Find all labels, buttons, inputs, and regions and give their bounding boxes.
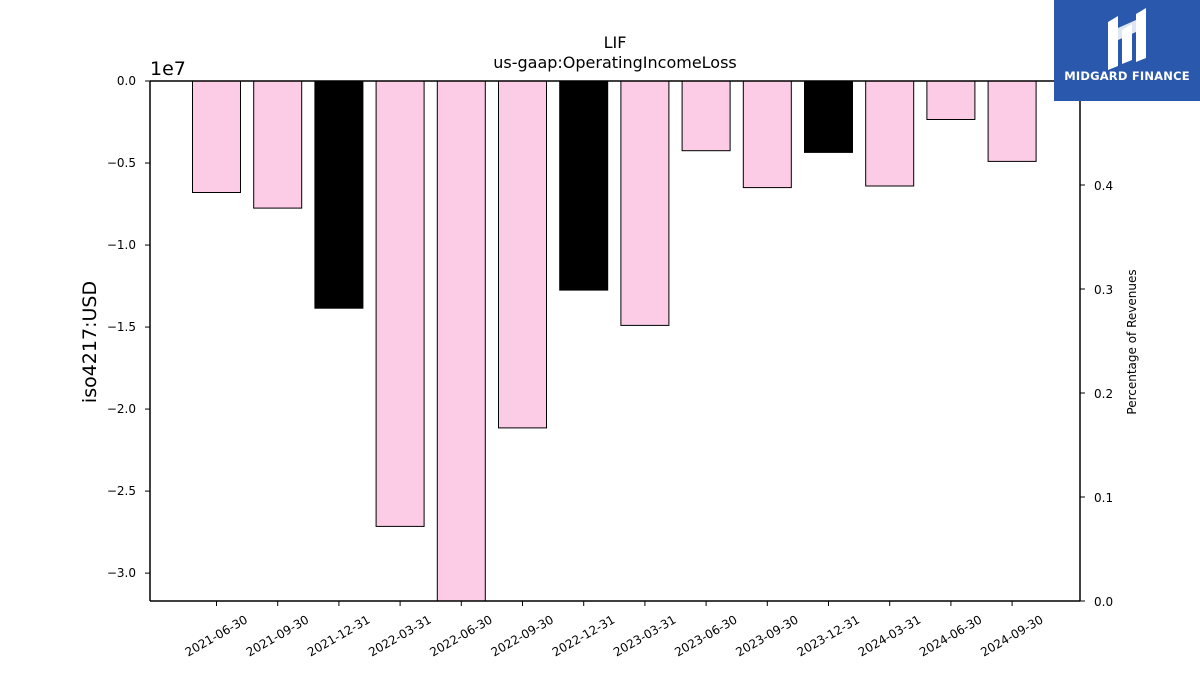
bar: [804, 80, 853, 153]
bar: [681, 80, 731, 152]
y-tick-label: −2.5: [107, 484, 136, 498]
x-tick-label: 2022-06-30: [427, 612, 494, 659]
bar: [253, 80, 303, 209]
x-tick-label: 2023-06-30: [672, 612, 739, 659]
y2-axis-label: Percentage of Revenues: [1125, 269, 1139, 414]
bar: [559, 80, 609, 291]
brand-name: MIDGARD FINANCE: [1064, 69, 1190, 83]
y-axis-offset-label: 1e7: [150, 58, 186, 80]
x-tick-label: 2022-03-31: [366, 612, 433, 659]
y2-tick-label: 0.0: [1094, 595, 1113, 609]
x-tick-label: 2021-12-31: [305, 612, 372, 659]
x-tick-label: 2021-06-30: [183, 612, 250, 659]
bar: [375, 80, 425, 527]
chart-subtitle: us-gaap:OperatingIncomeLoss: [493, 53, 737, 72]
x-tick-label: 2024-03-31: [856, 612, 923, 659]
bar: [436, 80, 486, 602]
bar: [987, 80, 1037, 162]
x-tick-label: 2022-09-30: [489, 612, 556, 659]
x-tick-label: 2024-06-30: [917, 612, 984, 659]
x-tick-label: 2024-09-30: [978, 612, 1045, 659]
x-tick-label: 2023-03-31: [611, 612, 678, 659]
x-axis-ticks: 2021-06-302021-09-302021-12-312022-03-31…: [183, 601, 1046, 659]
bar: [742, 80, 792, 189]
midgard-logo-icon: [1108, 8, 1146, 70]
y-tick-label: −2.0: [107, 402, 136, 416]
y-axis-label: iso4217:USD: [79, 281, 101, 403]
bar: [926, 80, 976, 120]
y2-tick-label: 0.2: [1094, 387, 1113, 401]
y2-tick-label: 0.1: [1094, 491, 1113, 505]
y-tick-label: −1.0: [107, 238, 136, 252]
y-tick-label: −3.0: [107, 566, 136, 580]
y2-tick-label: 0.4: [1094, 179, 1113, 193]
y-tick-label: 0.0: [117, 74, 136, 88]
y-tick-label: −0.5: [107, 156, 136, 170]
bar: [620, 80, 670, 326]
x-tick-label: 2023-12-31: [795, 612, 862, 659]
y-tick-label: −1.5: [107, 320, 136, 334]
x-tick-label: 2022-12-31: [550, 612, 617, 659]
bar: [192, 80, 241, 193]
bar: [314, 80, 364, 309]
y-axis-ticks: 0.0 −0.5 −1.0 −1.5 −2.0 −2.5 −3.0: [107, 74, 150, 580]
y2-axis-ticks: 0.0 0.1 0.2 0.3 0.4: [1080, 179, 1113, 609]
bar: [498, 80, 547, 429]
bars-group: [192, 80, 1037, 602]
x-tick-label: 2021-09-30: [244, 612, 311, 659]
chart-title: LIF: [604, 33, 627, 52]
brand-logo: MIDGARD FINANCE: [1054, 0, 1200, 101]
bar: [865, 80, 915, 187]
y2-tick-label: 0.3: [1094, 283, 1113, 297]
x-tick-label: 2023-09-30: [733, 612, 800, 659]
